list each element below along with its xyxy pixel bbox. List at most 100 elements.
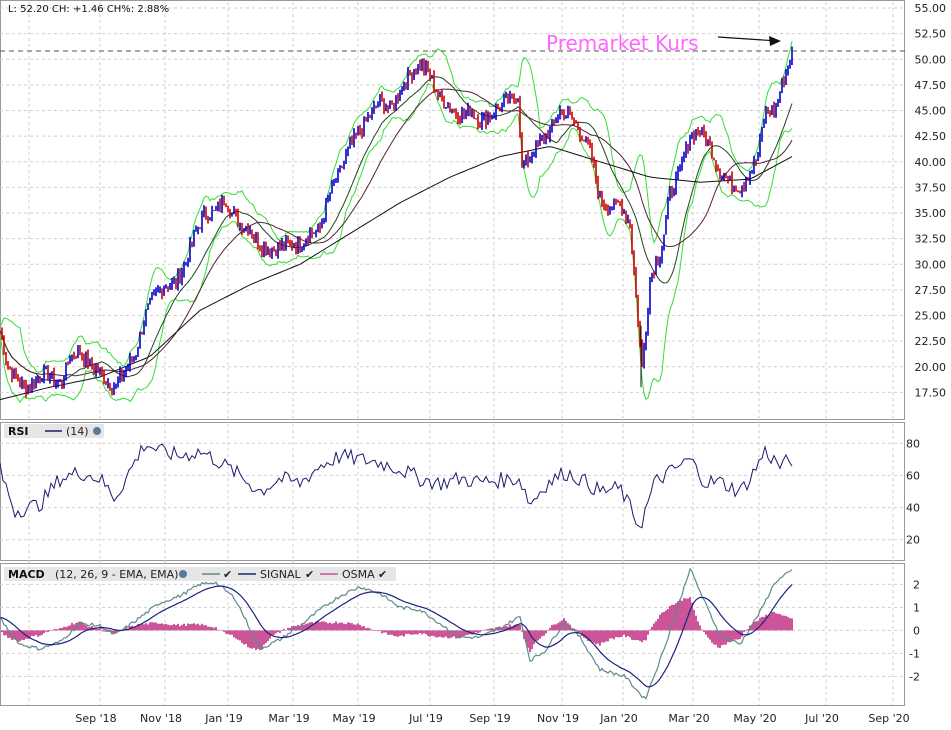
osma-bar [251, 630, 253, 649]
osma-bar [343, 623, 345, 631]
osma-bar [89, 626, 91, 631]
sma-mid [0, 88, 793, 377]
osma-bar [547, 630, 549, 631]
x-tick-label: May '19 [332, 712, 375, 725]
osma-bar [259, 630, 261, 651]
osma-bar [87, 627, 89, 631]
osma-bar [525, 630, 527, 643]
osma-bar [383, 630, 385, 633]
osma-bar [509, 624, 511, 631]
osma-bar [153, 622, 155, 631]
osma-bar [497, 626, 499, 631]
osma-bar [423, 630, 425, 634]
osma-bar [65, 627, 67, 631]
osma-bar [207, 626, 209, 631]
osma-bar [321, 621, 323, 631]
osma-bar [331, 623, 333, 631]
osma-bar [357, 623, 359, 631]
osma-bar [223, 630, 225, 632]
osma-bar [545, 630, 547, 634]
osma-bar [607, 630, 609, 642]
osma-bar [773, 611, 775, 631]
osma-bar [115, 630, 117, 633]
osma-bar [753, 621, 755, 631]
osma-bar [459, 630, 461, 639]
osma-bar [475, 630, 477, 633]
rsi-param: (14) [66, 425, 89, 438]
osma-bar [311, 622, 313, 631]
x-axis-ticks: Sep '18 Nov '18 Jan '19 Mar '19 May '19 Jul '… [75, 712, 909, 725]
osma-bar [363, 626, 365, 631]
osma-bar [767, 615, 769, 631]
osma-bar [141, 623, 143, 631]
osma-bar [203, 625, 205, 631]
osma-bar [479, 630, 481, 633]
osma-bar [489, 628, 491, 631]
macd-tick-label: -1 [909, 647, 920, 660]
osma-bar [665, 610, 667, 631]
osma-bar [107, 630, 109, 632]
osma-bar [635, 630, 637, 641]
osma-bar [605, 630, 607, 642]
osma-bar [481, 630, 483, 631]
osma-bar [143, 624, 145, 631]
osma-bar [739, 630, 741, 640]
osma-bar [731, 630, 733, 642]
macd-label: MACD [8, 568, 45, 581]
osma-bar [409, 630, 411, 635]
osma-bar [629, 630, 631, 638]
osma-bar [621, 630, 623, 637]
osma-bar [221, 630, 223, 631]
osma-bar [737, 630, 739, 640]
macd-settings-icon[interactable] [179, 570, 187, 578]
osma-bar [59, 628, 61, 631]
osma-bar [5, 630, 7, 636]
osma-bar [451, 630, 453, 638]
osma-bar [639, 630, 641, 641]
osma-bar [787, 617, 789, 631]
rsi-axis-ticks: 20 40 60 80 [906, 437, 920, 546]
osma-bar [9, 630, 11, 638]
osma-bar [599, 630, 601, 646]
osma-bar [763, 616, 765, 631]
osma-check-icon[interactable]: ✔ [378, 568, 387, 581]
osma-bar [391, 630, 393, 635]
price-tick-label: 37.50 [915, 181, 947, 194]
osma-bar [567, 623, 569, 631]
osma-bar [477, 630, 479, 634]
osma-bar [125, 627, 127, 631]
osma-bar [317, 621, 319, 631]
macd-check-icon[interactable]: ✔ [223, 568, 232, 581]
osma-bar [591, 630, 593, 642]
osma-bar [503, 626, 505, 631]
osma-bar [395, 630, 397, 637]
price-tick-label: 35.00 [915, 207, 947, 220]
osma-bar [575, 629, 577, 631]
price-tick-label: 17.50 [915, 386, 947, 399]
osma-bar [671, 604, 673, 631]
osma-bar [163, 624, 165, 631]
osma-bar [517, 624, 519, 631]
osma-bar [453, 630, 455, 637]
osma-bar [519, 624, 521, 631]
osma-bar [195, 624, 197, 631]
osma-bar [757, 620, 759, 631]
osma-bar [439, 630, 441, 637]
price-tick-label: 25.00 [915, 310, 947, 323]
osma-bar [301, 624, 303, 631]
osma-bar [279, 630, 281, 634]
osma-bar [407, 630, 409, 634]
osma-bar [421, 630, 423, 635]
osma-bar [577, 630, 579, 633]
osma-bar [43, 630, 45, 634]
rsi-settings-icon[interactable] [93, 427, 101, 435]
macd-param: (12, 26, 9 - EMA, EMA) [55, 568, 178, 581]
osma-bar [385, 630, 387, 633]
osma-bar [419, 630, 421, 633]
osma-bar [491, 628, 493, 631]
osma-bar [351, 623, 353, 631]
osma-bar [329, 622, 331, 631]
signal-check-icon[interactable]: ✔ [305, 568, 314, 581]
osma-bar [565, 620, 567, 631]
osma-bar [235, 630, 237, 639]
